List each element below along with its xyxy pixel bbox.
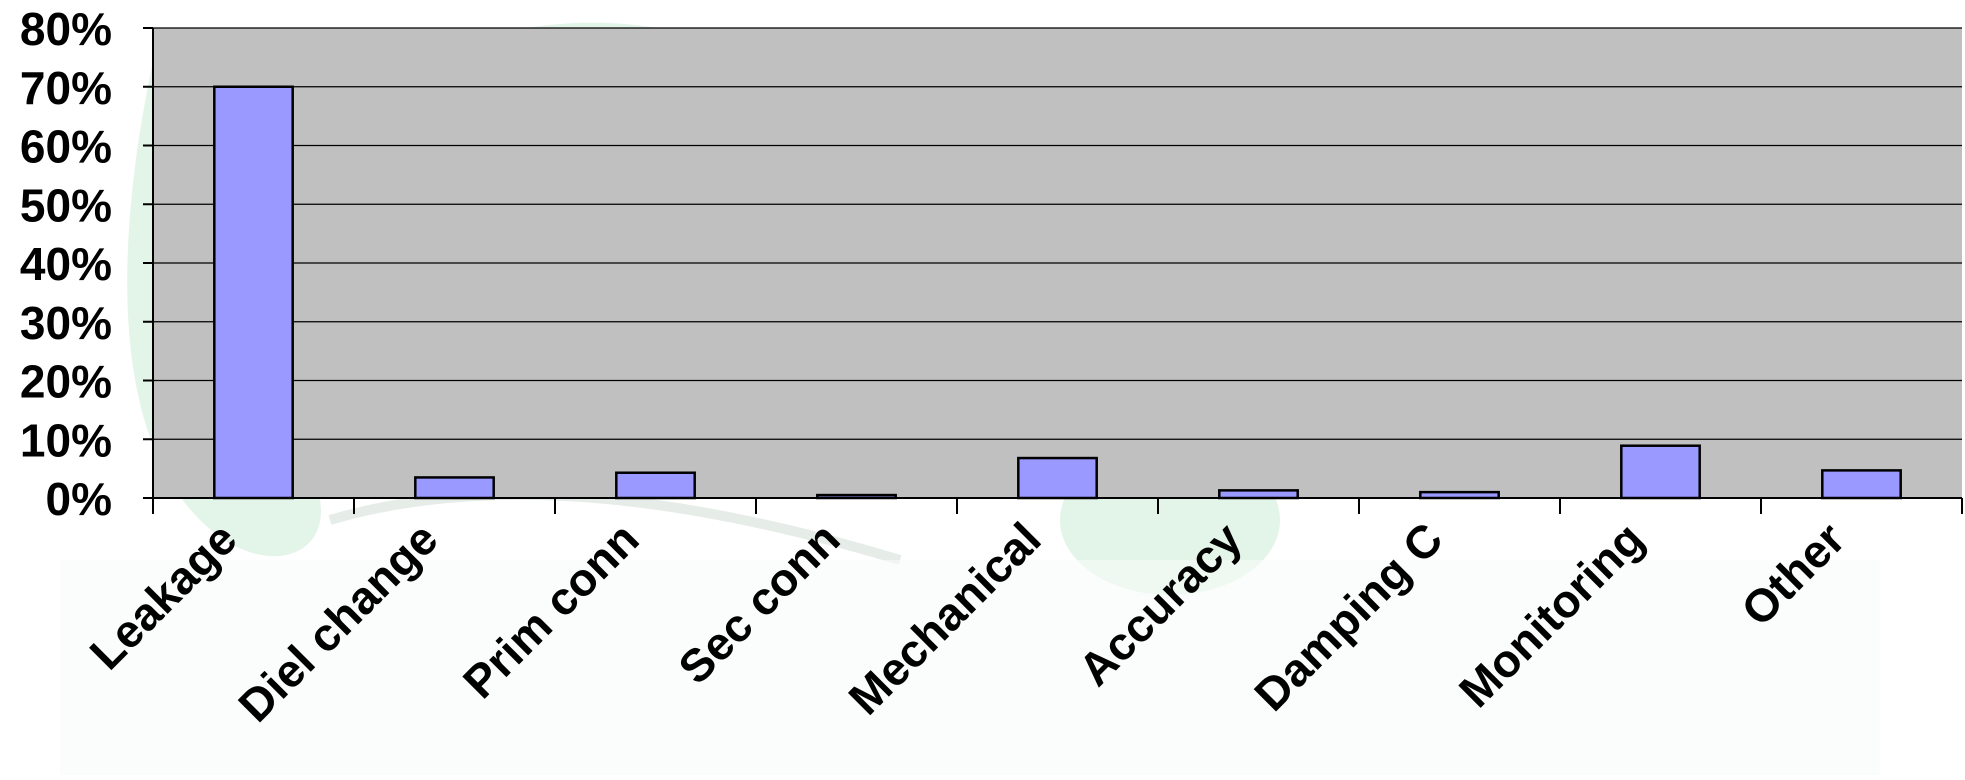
bar-mechanical	[1017, 456, 1098, 500]
y-tick-label: 70%	[20, 62, 112, 114]
bar-monitoring	[1620, 444, 1701, 500]
y-tick-label: 80%	[20, 3, 112, 55]
y-tick-label: 10%	[20, 414, 112, 466]
bar-diel-change	[414, 476, 495, 500]
bar-other	[1821, 469, 1902, 500]
y-tick-label: 40%	[20, 238, 112, 290]
gridlines	[153, 27, 1962, 440]
bar-accuracy	[1218, 489, 1299, 500]
y-tick-label: 20%	[20, 356, 112, 408]
watermark-shape	[60, 560, 1880, 775]
y-tick-label: 50%	[20, 179, 112, 231]
bar-leakage	[213, 85, 294, 500]
y-tick-label: 60%	[20, 121, 112, 173]
y-tick-label: 0%	[46, 473, 112, 525]
axes	[143, 27, 1963, 514]
bar-prim-conn	[615, 471, 696, 500]
y-axis-tick-labels: 0% 10% 20% 30% 40% 50% 60% 70% 80%	[20, 3, 112, 525]
y-tick-label: 30%	[20, 297, 112, 349]
